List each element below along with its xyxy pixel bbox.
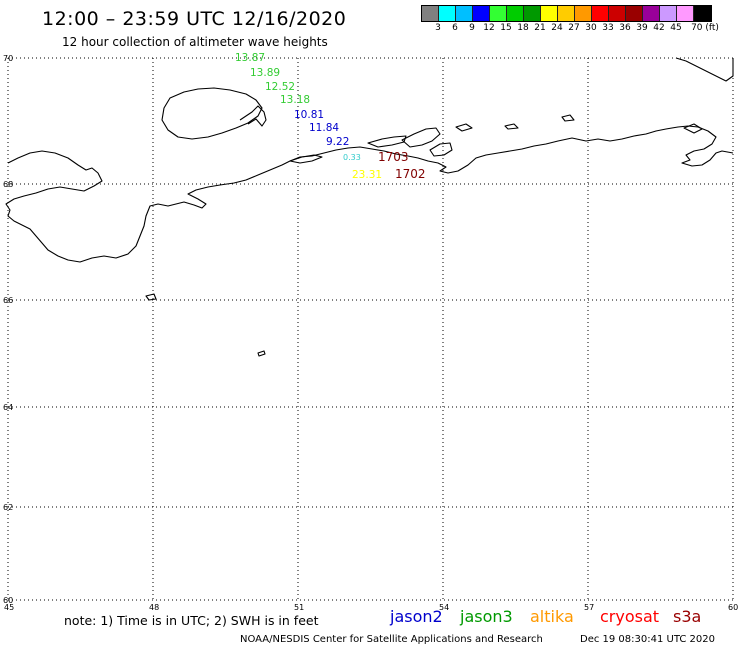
color-scale-label: 45 [670,23,682,33]
color-scale-label: 21 [534,23,546,33]
color-swatch [609,6,626,21]
wave-label: 10.81 [294,109,324,121]
wave-label: 13.18 [280,94,310,106]
color-swatch [694,6,711,21]
color-scale-label: 18 [517,23,529,33]
color-swatch [575,6,592,21]
wave-label: 11.84 [309,122,339,134]
color-swatch [677,6,694,21]
color-scale-label: 70 (ft) [691,23,719,33]
color-scale-label: 27 [568,23,580,33]
color-scale-label: 30 [585,23,597,33]
color-scale-label: 39 [636,23,648,33]
islet-66n [145,293,157,301]
coastal-island-4 [429,142,453,157]
wave-label: 0.33 [343,153,361,162]
lon-label-48: 48 [149,603,159,612]
color-swatch [507,6,524,21]
lon-label-45: 45 [4,603,14,612]
wave-label: 13.87 [235,52,265,64]
wave-label: 12.52 [265,81,295,93]
lon-label-54: 54 [439,603,449,612]
footnote: note: 1) Time is in UTC; 2) SWH is in fe… [64,613,319,628]
credit-text: NOAA/NESDIS Center for Satellite Applica… [240,634,543,645]
wave-label: 13.89 [250,67,280,79]
color-swatch [558,6,575,21]
lat-label-66: 66 [3,296,13,305]
color-scale-label: 12 [483,23,495,33]
novaya-zemlya-tip [675,57,734,82]
lon-label-60: 60 [728,603,738,612]
color-scale-bar [421,5,712,22]
color-swatch [626,6,643,21]
legend-s3a: s3a [673,607,702,626]
color-swatch [660,6,677,21]
legend-altika: altika [530,607,574,626]
color-swatch [456,6,473,21]
coastal-island-2 [367,135,407,148]
coastline [5,57,734,357]
color-swatch [541,6,558,21]
wave-height-labels: 13.87 13.89 12.52 13.18 10.81 11.84 9.22… [235,52,426,181]
page-title: 12:00 – 23:59 UTC 12/16/2020 [42,8,347,30]
wave-label: 9.22 [326,136,349,148]
color-scale-label: 15 [500,23,512,33]
wave-label: 1702 [395,167,426,181]
wave-label: 23.31 [352,169,382,181]
credit-date: Dec 19 08:30:41 UTC 2020 [580,634,715,645]
island-kolguev [161,87,263,140]
map-grid [7,57,734,601]
coastal-island-5 [455,123,473,132]
coastal-island-7 [561,114,575,122]
lat-label-62: 62 [3,503,13,512]
color-swatch [524,6,541,21]
color-scale-label: 6 [452,23,458,33]
kolguev-tail [239,105,267,127]
color-scale-label: 42 [653,23,665,33]
lat-label-68: 68 [3,180,13,189]
color-swatch [643,6,660,21]
legend-cryosat: cryosat [600,607,660,626]
color-swatch [439,6,456,21]
lat-label-60: 60 [3,596,13,605]
islet-65n [257,350,266,357]
wave-label: 1703 [378,150,409,164]
color-scale-label: 3 [435,23,441,33]
color-swatch [592,6,609,21]
color-swatch [490,6,507,21]
lat-label-70: 70 [3,54,13,63]
coastal-island-3 [401,127,441,148]
lat-label-64: 64 [3,403,13,412]
color-scale-label: 33 [602,23,614,33]
legend-jason3: jason3 [460,607,513,626]
coastal-island-1 [289,154,323,164]
color-swatch [473,6,490,21]
color-scale-label: 9 [469,23,475,33]
lon-label-51: 51 [294,603,304,612]
mainland-coast [5,125,734,263]
coastal-island-8 [683,123,703,134]
coastal-island-6 [504,123,519,130]
color-scale-label: 36 [619,23,631,33]
color-scale-label: 24 [551,23,563,33]
legend-jason2: jason2 [390,607,443,626]
lon-label-57: 57 [584,603,594,612]
color-swatch [422,6,439,21]
page-subtitle: 12 hour collection of altimeter wave hei… [62,35,328,49]
